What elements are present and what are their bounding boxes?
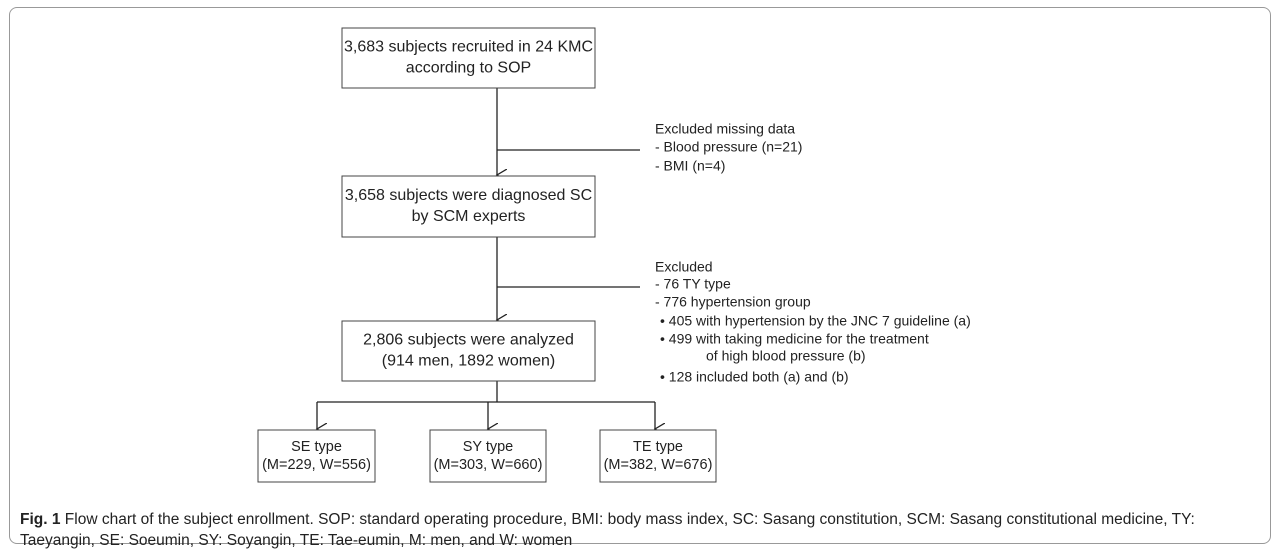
exclusion-text: Excluded missing data <box>655 121 795 137</box>
exclusion-text: - BMI (n=4) <box>655 158 725 174</box>
exclusion-text: • 128 included both (a) and (b) <box>660 369 849 385</box>
caption-label: Fig. 1 <box>20 511 61 528</box>
node-text: 3,658 subjects were diagnosed SC <box>345 187 592 204</box>
exclusion-text: - 76 TY type <box>655 276 731 292</box>
connectors <box>317 88 655 429</box>
figure-frame <box>9 7 1271 544</box>
node-box <box>341 175 596 238</box>
node-text: (914 men, 1892 women) <box>382 353 555 370</box>
node-text: TE type <box>633 439 683 455</box>
node-text: (M=229, W=556) <box>262 457 371 473</box>
exclusion-text: Excluded <box>655 259 713 275</box>
exclusion-text: - 776 hypertension group <box>655 294 811 310</box>
flow-chart: 3,683 subjects recruited in 24 KMC accord… <box>257 27 971 483</box>
node-box <box>341 320 596 382</box>
caption-text: Flow chart of the subject enrollment. SO… <box>20 511 1195 549</box>
node-text: (M=382, W=676) <box>604 457 713 473</box>
node-box <box>257 429 376 483</box>
node-box <box>429 429 547 483</box>
exclusion-text: - Blood pressure (n=21) <box>655 139 802 155</box>
node-text: according to SOP <box>406 60 531 77</box>
node-text: (M=303, W=660) <box>434 457 543 473</box>
exclusion-text: of high blood pressure (b) <box>706 348 866 364</box>
node-text: SE type <box>291 439 342 455</box>
node-box <box>599 429 717 483</box>
exclusion-text: • 499 with taking medicine for the treat… <box>660 331 929 347</box>
node-text: 3,683 subjects recruited in 24 KMC <box>344 39 593 56</box>
node-text: by SCM experts <box>412 208 526 225</box>
node-box <box>341 27 596 89</box>
node-text: SY type <box>463 439 514 455</box>
node-text: 2,806 subjects were analyzed <box>363 332 574 349</box>
caption: Fig. 1 Flow chart of the subject enrollm… <box>20 509 1260 551</box>
exclusion-text: • 405 with hypertension by the JNC 7 gui… <box>660 313 971 329</box>
